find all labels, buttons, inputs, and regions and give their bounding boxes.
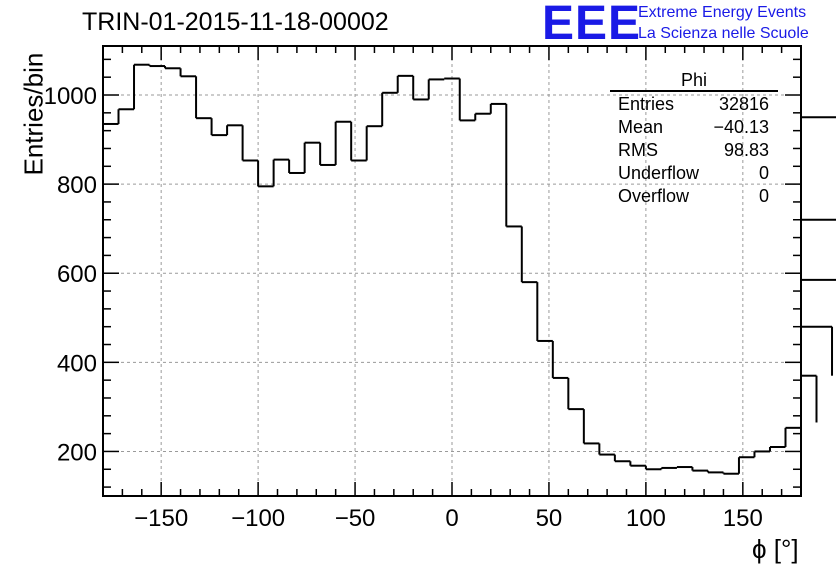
stats-row-label: RMS <box>618 140 658 160</box>
x-tick-label: 50 <box>536 505 563 532</box>
stats-row-value: 32816 <box>719 94 769 114</box>
logo-subtitle-line1: Extreme Energy Events <box>638 4 807 21</box>
x-tick-label: 100 <box>626 505 666 532</box>
y-tick-label: 400 <box>57 350 97 377</box>
axes-layer: −150 −100 −50 0 50 100 150 200 400 600 800 1000 <box>44 45 802 532</box>
y-tick-label: 200 <box>57 439 97 466</box>
logo-subtitle-line2: La Scienza nelle Scuole <box>638 25 809 42</box>
stats-row-value: 0 <box>759 186 769 206</box>
x-tick-label: 0 <box>445 505 458 532</box>
stats-row-label: Underflow <box>618 163 700 183</box>
stats-row-label: Entries <box>618 94 674 114</box>
stats-row-label: Overflow <box>618 186 690 206</box>
eee-logo: EEE <box>542 0 642 50</box>
chart-title: TRIN-01-2015-11-18-00002 <box>82 8 389 36</box>
x-axis-label: ϕ [°] <box>752 534 799 564</box>
stats-box: Phi Entries 32816 Mean −40.13 RMS 98.83 Underfl… <box>610 70 778 206</box>
stats-row-value: −40.13 <box>713 117 769 137</box>
stats-row-value: 0 <box>759 163 769 183</box>
x-tick-label: −100 <box>231 505 285 532</box>
x-tick-label: −150 <box>134 505 188 532</box>
stats-row-label: Mean <box>618 117 663 137</box>
x-tick-label: 150 <box>723 505 763 532</box>
y-tick-label: 600 <box>57 261 97 288</box>
stats-box-name: Phi <box>681 70 707 90</box>
histogram-layer <box>103 63 836 475</box>
y-tick-label: 1000 <box>44 83 97 110</box>
x-tick-label: −50 <box>335 505 376 532</box>
stats-row-value: 98.83 <box>724 140 769 160</box>
grid-layer <box>103 46 801 496</box>
y-tick-label: 800 <box>57 172 97 199</box>
